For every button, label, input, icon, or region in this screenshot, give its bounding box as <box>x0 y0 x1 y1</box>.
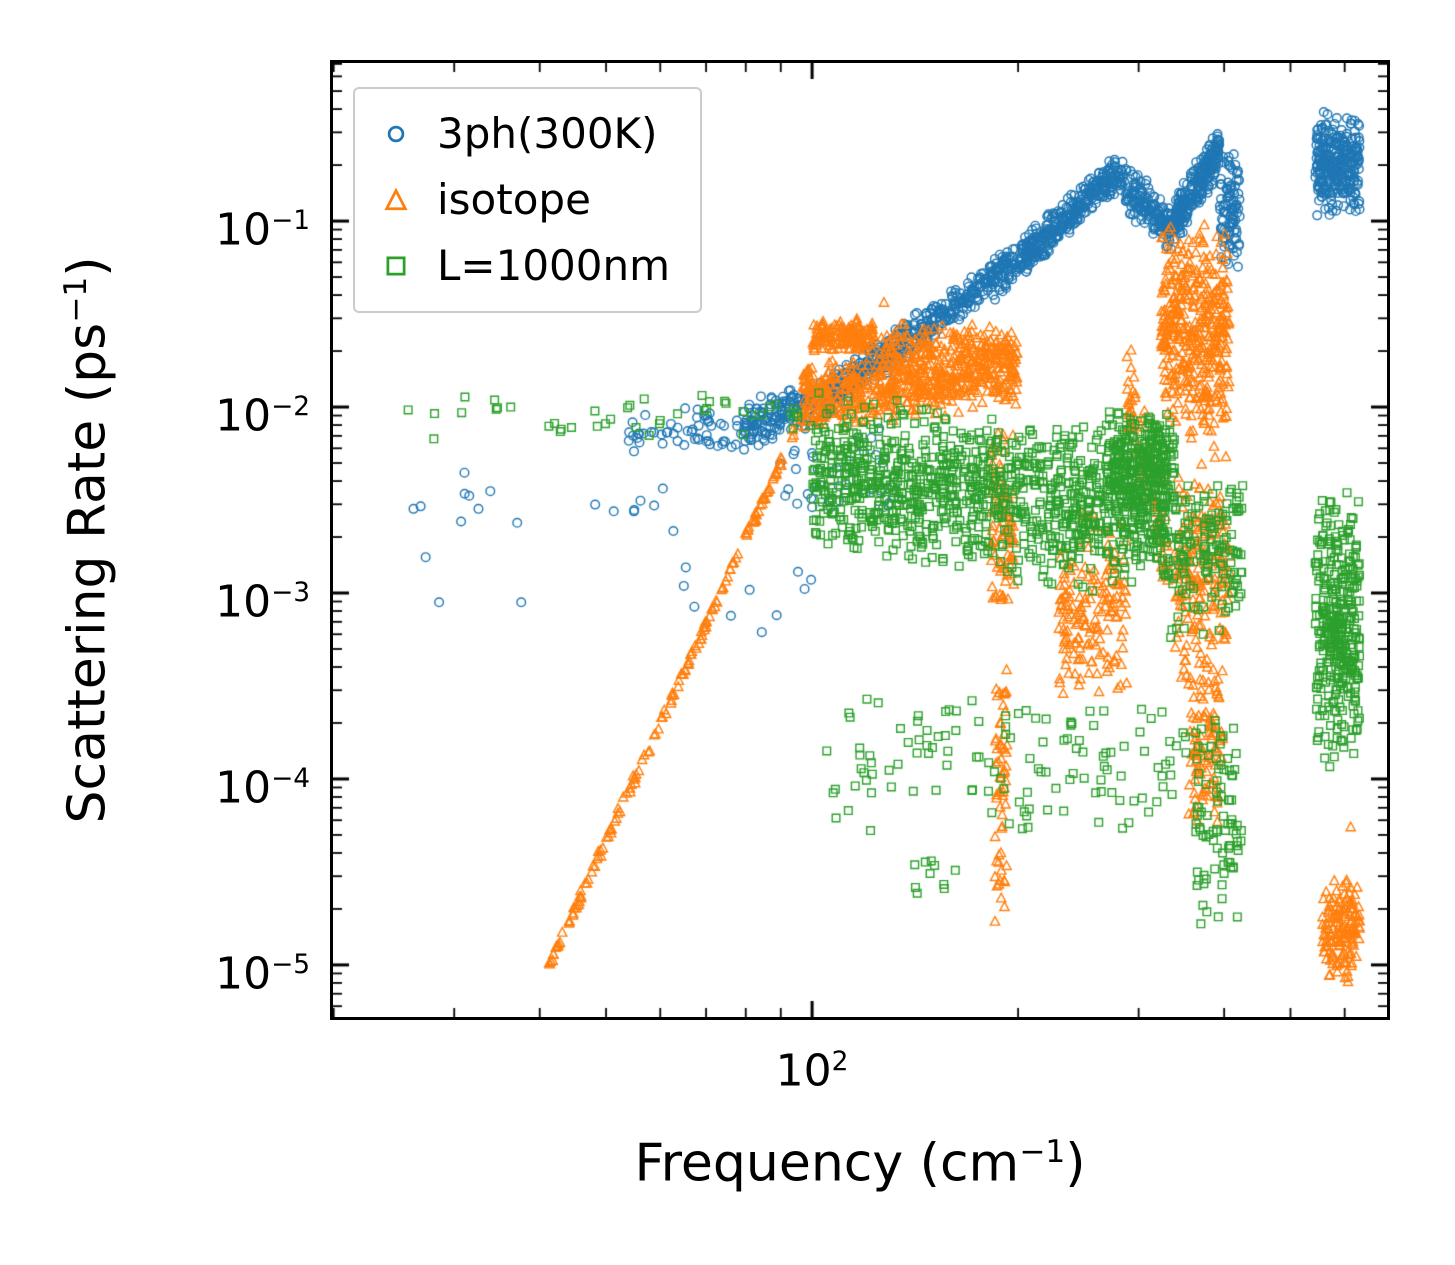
legend: 3ph(300K) isotope L=1000nm <box>353 87 703 313</box>
square-marker-icon <box>386 256 406 276</box>
legend-item-l1000nm: L=1000nm <box>381 233 670 299</box>
plot-area: 3ph(300K) isotope L=1000nm <box>330 60 1390 1020</box>
legend-item-isotope: isotope <box>381 167 670 233</box>
y-axis-label: Scattering Rate (ps−1) <box>57 256 118 824</box>
x-axis-label: Frequency (cm−1) <box>634 1133 1086 1194</box>
x-tick-label: 102 <box>775 1045 849 1097</box>
y-tick-label: 10−5 <box>215 948 310 1000</box>
y-tick-label: 10−1 <box>215 204 310 256</box>
y-tick-label: 10−3 <box>215 576 310 628</box>
circle-marker-icon <box>387 125 405 143</box>
legend-item-label: L=1000nm <box>437 241 671 290</box>
y-tick-label: 10−4 <box>215 762 310 814</box>
legend-item-label: 3ph(300K) <box>437 109 658 158</box>
legend-item-3ph: 3ph(300K) <box>381 101 670 167</box>
triangle-marker-icon <box>384 187 408 211</box>
legend-item-label: isotope <box>437 175 591 224</box>
y-tick-label: 10−2 <box>215 390 310 442</box>
